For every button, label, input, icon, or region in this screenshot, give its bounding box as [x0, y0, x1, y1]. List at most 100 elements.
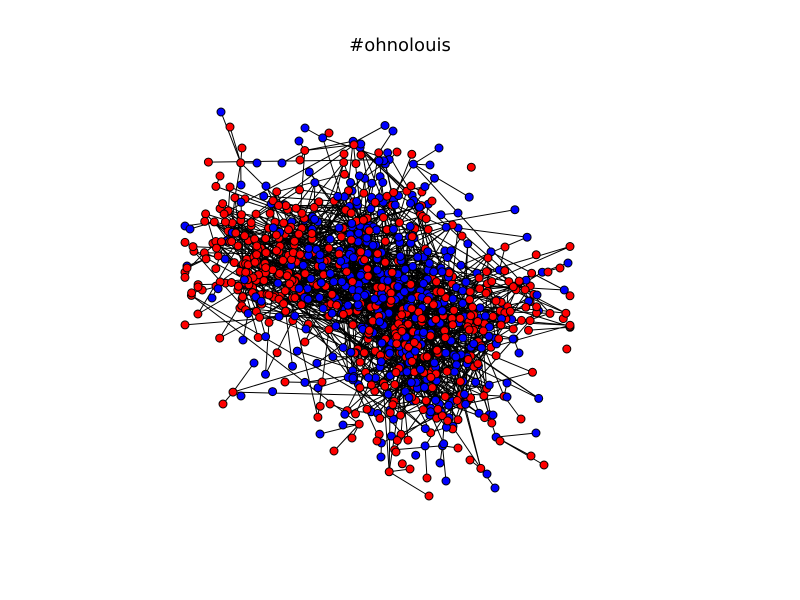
graph-node-red	[482, 267, 491, 277]
graph-node-red	[423, 225, 433, 234]
graph-node-red	[476, 463, 486, 473]
graph-node-red	[364, 226, 374, 236]
graph-node-red	[250, 257, 260, 267]
graph-node-blue	[480, 311, 490, 321]
graph-node-blue	[488, 410, 498, 420]
graph-node-red	[432, 345, 442, 355]
graph-node-red	[300, 269, 310, 279]
graph-node-red	[348, 320, 358, 330]
graph-node-blue	[420, 441, 430, 451]
graph-node-red	[433, 404, 443, 414]
graph-node-red	[325, 399, 335, 409]
graph-node-blue	[374, 156, 384, 166]
graph-node-blue	[420, 424, 430, 434]
graph-node-blue	[300, 377, 310, 387]
graph-node-red	[494, 334, 504, 344]
graph-node-red	[465, 295, 475, 305]
graph-node-blue	[338, 343, 348, 353]
graph-node-blue	[456, 260, 466, 270]
graph-node-blue	[325, 234, 335, 244]
graph-node-red	[539, 460, 549, 470]
graph-node-red	[380, 257, 390, 267]
graph-node-red	[347, 433, 357, 443]
graph-edge	[232, 362, 255, 393]
graph-node-blue	[290, 311, 300, 321]
graph-node-blue	[378, 293, 388, 303]
graph-node-red	[340, 169, 349, 179]
graph-node-red	[384, 467, 394, 477]
graph-node-red	[397, 310, 407, 320]
graph-node-blue	[348, 373, 358, 383]
graph-node-red	[356, 247, 366, 257]
graph-node-blue	[346, 347, 356, 357]
graph-node-blue	[329, 277, 339, 287]
graph-node-blue	[531, 428, 541, 438]
graph-node-red	[344, 186, 353, 196]
graph-node-red	[274, 201, 284, 210]
graph-node-blue	[239, 275, 249, 285]
graph-node-red	[188, 242, 198, 252]
graph-node-blue	[238, 335, 248, 345]
graph-edge	[319, 423, 360, 435]
graph-node-blue	[249, 358, 259, 368]
graph-node-red	[421, 214, 431, 224]
graph-node-red	[442, 367, 452, 376]
graph-node-red	[201, 209, 211, 219]
graph-node-blue	[261, 369, 270, 379]
graph-edge	[229, 126, 242, 163]
graph-node-red	[233, 241, 243, 251]
graph-node-red	[527, 268, 537, 278]
graph-node-red	[329, 446, 339, 456]
graph-node-blue	[407, 294, 416, 304]
graph-node-blue	[514, 348, 524, 358]
graph-node-red	[339, 157, 349, 167]
graph-node-red	[483, 253, 493, 263]
graph-node-red	[218, 199, 228, 209]
graph-node-blue	[315, 429, 325, 439]
graph-node-blue	[415, 202, 424, 212]
graph-node-blue	[312, 358, 322, 368]
graph-node-blue	[325, 269, 335, 278]
graph-node-red	[346, 208, 356, 218]
graph-node-blue	[458, 333, 468, 343]
graph-node-blue	[411, 450, 421, 460]
graph-node-red	[237, 210, 246, 220]
graph-node-blue	[437, 306, 447, 316]
graph-node-red	[362, 264, 372, 274]
graph-node-blue	[213, 284, 223, 294]
graph-node-red	[220, 217, 230, 227]
graph-node-red	[307, 229, 317, 238]
graph-node-red	[386, 295, 396, 305]
graph-node-blue	[338, 420, 348, 430]
graph-node-blue	[294, 136, 304, 146]
graph-node-blue	[348, 253, 358, 263]
graph-node-red	[421, 396, 431, 406]
graph-node-red	[209, 217, 219, 227]
graph-node-red	[390, 380, 400, 389]
graph-node-blue	[441, 348, 451, 358]
graph-node-blue	[420, 382, 429, 392]
graph-node-blue	[508, 334, 518, 344]
graph-node-blue	[482, 469, 492, 479]
graph-node-red	[227, 237, 237, 246]
graph-node-red	[180, 237, 190, 247]
graph-node-blue	[328, 352, 338, 362]
graph-node-red	[290, 236, 299, 246]
graph-node-red	[297, 208, 307, 218]
graph-node-blue	[563, 258, 573, 268]
graph-node-red	[255, 312, 265, 322]
graph-node-blue	[334, 223, 344, 233]
graph-node-red	[532, 302, 542, 312]
graph-node-blue	[353, 300, 363, 310]
graph-node-red	[466, 162, 476, 172]
graph-node-red	[440, 333, 450, 342]
graph-node-blue	[406, 198, 415, 208]
graph-node-blue	[315, 250, 325, 260]
graph-node-red	[453, 415, 463, 425]
graph-nodes	[180, 107, 575, 501]
graph-node-blue	[408, 261, 418, 271]
graph-node-blue	[331, 321, 341, 331]
graph-node-red	[241, 267, 251, 277]
graph-node-red	[272, 187, 282, 197]
graph-node-red	[358, 215, 368, 225]
